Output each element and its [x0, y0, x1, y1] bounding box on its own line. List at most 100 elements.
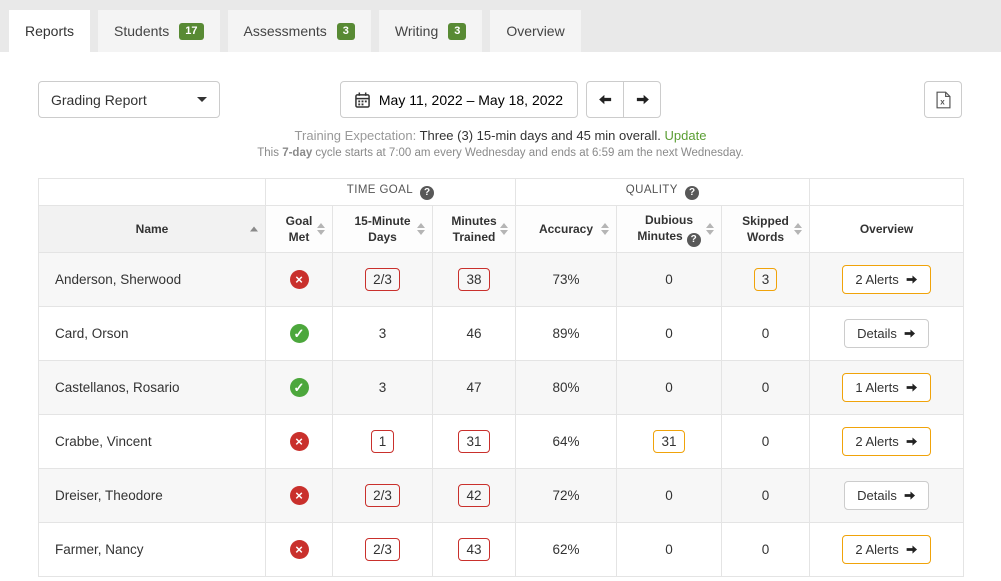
time-goal-help-icon[interactable]: ?	[420, 186, 435, 200]
column-label: Dubious Minutes	[637, 212, 693, 243]
accuracy-value: 64%	[515, 414, 617, 469]
days-value: 3	[332, 306, 433, 361]
column-header-overview: Overview	[809, 205, 965, 253]
column-label: Skipped Words	[742, 214, 789, 244]
goal-not-met-icon: ×	[289, 486, 309, 505]
alerts-button[interactable]: 1 Alerts	[842, 373, 931, 402]
writing-count-badge: 3	[448, 22, 467, 40]
details-button[interactable]: Details	[844, 319, 929, 348]
report-toolbar: Grading Report May 11, 2022 – May 18, 20…	[0, 81, 1001, 118]
chevron-down-icon	[197, 97, 207, 102]
column-label: Name	[135, 222, 169, 236]
next-period-button[interactable]	[623, 81, 662, 118]
accuracy-value: 89%	[515, 306, 617, 361]
overview-button-label: 1 Alerts	[855, 380, 899, 395]
cycle-description: This 7-day cycle starts at 7:00 am every…	[0, 147, 1001, 159]
table-row: Crabbe, Vincent × 1 31 64% 31 0 2 Alerts	[38, 414, 965, 469]
sort-icon	[706, 223, 714, 235]
alerts-button[interactable]: 2 Alerts	[842, 427, 931, 456]
expectation-value: Three (3) 15-min days and 45 min overall…	[419, 128, 665, 143]
table-row: Farmer, Nancy × 2/3 43 62% 0 0 2 Alerts	[38, 522, 965, 577]
tab-bar: Reports Students 17 Assessments 3 Writin…	[0, 0, 1001, 52]
sort-icon	[794, 223, 803, 235]
dubious-value: 0	[616, 360, 722, 415]
update-expectation-link[interactable]: Update	[664, 128, 707, 143]
minutes-value: 47	[432, 360, 516, 415]
overview-button-label: 2 Alerts	[855, 272, 899, 287]
arrow-right-icon	[636, 94, 649, 105]
calendar-icon	[355, 92, 370, 108]
overview-button-label: 2 Alerts	[855, 542, 899, 557]
column-header-row: Name Goal Met 15-Minute Days Minutes Tra…	[38, 205, 965, 253]
group-empty-left	[38, 178, 266, 206]
accuracy-value: 73%	[515, 252, 617, 307]
cycle-length: 7-day	[282, 147, 313, 159]
student-name: Card, Orson	[38, 306, 266, 361]
column-header-skipped-words[interactable]: Skipped Words	[720, 205, 811, 253]
column-header-goal-met[interactable]: Goal Met	[265, 205, 333, 253]
sort-ascending-icon	[250, 226, 258, 232]
dubious-value: 31	[653, 430, 685, 453]
days-value: 3	[332, 360, 433, 415]
group-quality: QUALITY ?	[514, 178, 811, 206]
dubious-value: 0	[616, 468, 722, 523]
export-excel-button[interactable]: x	[924, 81, 962, 118]
days-value: 2/3	[365, 538, 400, 561]
arrow-left-icon	[598, 94, 611, 105]
alerts-button[interactable]: 2 Alerts	[842, 535, 931, 564]
dubious-minutes-help-icon[interactable]: ?	[686, 232, 701, 247]
column-label: Minutes Trained	[451, 214, 497, 244]
overview-button-label: Details	[857, 326, 897, 341]
column-header-minutes-trained[interactable]: Minutes Trained	[432, 205, 516, 253]
date-navigation: May 11, 2022 – May 18, 2022	[0, 81, 1001, 118]
accuracy-value: 80%	[515, 360, 617, 415]
quality-help-icon[interactable]: ?	[685, 186, 700, 200]
sort-icon	[317, 223, 325, 235]
tab-overview[interactable]: Overview	[490, 10, 581, 52]
dubious-value: 0	[616, 252, 722, 307]
column-label: Overview	[859, 222, 914, 236]
student-name: Anderson, Sherwood	[38, 252, 266, 307]
tab-reports[interactable]: Reports	[9, 10, 91, 52]
group-header-row: TIME GOAL ? QUALITY ?	[38, 178, 965, 206]
tab-label: Assessments	[243, 23, 327, 39]
tab-assessments[interactable]: Assessments 3	[227, 10, 371, 52]
date-range-button[interactable]: May 11, 2022 – May 18, 2022	[339, 81, 579, 118]
group-time-goal: TIME GOAL ?	[265, 178, 516, 206]
column-header-accuracy[interactable]: Accuracy	[515, 205, 617, 253]
previous-period-button[interactable]	[586, 81, 625, 118]
overview-button-label: 2 Alerts	[855, 434, 899, 449]
report-type-value: Grading Report	[51, 91, 147, 108]
report-type-select[interactable]: Grading Report	[38, 81, 220, 118]
goal-met-icon: ✓	[289, 378, 309, 397]
sort-icon	[417, 223, 425, 235]
skipped-value: 0	[720, 468, 811, 523]
column-header-15-minute-days[interactable]: 15-Minute Days	[332, 205, 433, 253]
arrow-right-icon	[906, 275, 917, 284]
cycle-prefix: This	[257, 147, 283, 159]
column-header-dubious-minutes[interactable]: Dubious Minutes?	[616, 205, 722, 253]
arrow-right-icon	[904, 329, 915, 338]
goal-not-met-icon: ×	[289, 270, 309, 289]
student-name: Castellanos, Rosario	[38, 360, 266, 415]
overview-button-label: Details	[857, 488, 897, 503]
assessments-count-badge: 3	[336, 22, 355, 40]
tab-writing[interactable]: Writing 3	[378, 10, 483, 52]
goal-not-met-icon: ×	[289, 540, 309, 559]
column-label: 15-Minute Days	[354, 214, 411, 244]
cycle-suffix: cycle starts at 7:00 am every Wednesday …	[312, 147, 744, 159]
column-header-name[interactable]: Name	[38, 205, 266, 253]
goal-met-icon: ✓	[289, 324, 309, 343]
tab-students[interactable]: Students 17	[98, 10, 220, 52]
date-range-value: May 11, 2022 – May 18, 2022	[378, 91, 564, 108]
alerts-button[interactable]: 2 Alerts	[842, 265, 931, 294]
table-row: Dreiser, Theodore × 2/3 42 72% 0 0 Detai…	[38, 468, 965, 523]
tab-label: Students	[114, 23, 170, 39]
sort-icon	[500, 223, 508, 235]
minutes-value: 31	[458, 430, 490, 453]
tab-label: Overview	[506, 23, 565, 39]
expectation-label: Training Expectation:	[294, 128, 420, 143]
details-button[interactable]: Details	[844, 481, 929, 510]
student-name: Farmer, Nancy	[38, 522, 266, 577]
minutes-value: 38	[458, 268, 490, 291]
